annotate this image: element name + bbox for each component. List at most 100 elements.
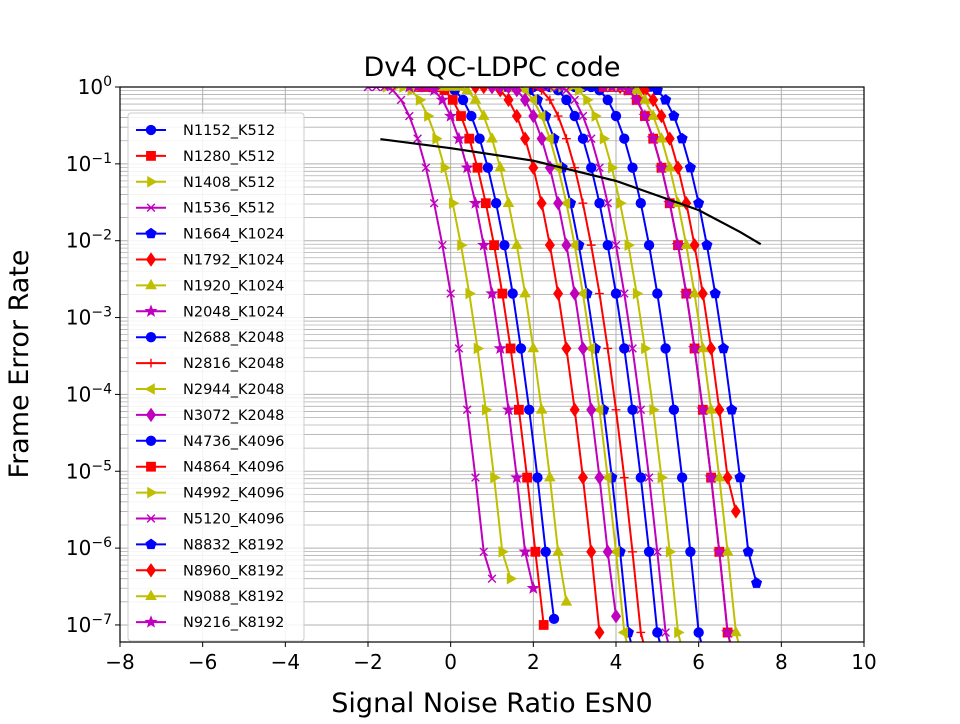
data-point <box>145 227 157 239</box>
data-point <box>469 93 482 104</box>
data-point <box>632 660 642 670</box>
legend-item: N8832_K8192 <box>136 537 284 553</box>
data-point <box>515 343 527 354</box>
data-point <box>487 574 497 584</box>
data-point <box>536 131 547 146</box>
data-point <box>519 287 531 298</box>
legend-label: N3072_K2048 <box>183 408 284 424</box>
data-point <box>528 160 539 175</box>
data-point <box>611 405 621 415</box>
legend-label: N2048_K1024 <box>183 304 284 320</box>
data-point <box>670 661 678 669</box>
data-point <box>599 87 608 93</box>
data-point <box>144 383 155 395</box>
legend-item: N4736_K4096 <box>136 434 284 450</box>
series-N8960_K8192 <box>615 87 741 519</box>
legend-item: N2048_K1024 <box>136 304 284 320</box>
data-point <box>624 239 635 251</box>
legend: N1152_K512 N1280_K512 N1408_K512 N1536_K512… <box>127 112 305 642</box>
data-point <box>646 131 660 145</box>
data-point <box>709 287 721 299</box>
data-point <box>522 472 533 483</box>
data-point <box>468 196 483 209</box>
chart-title: Dv4 QC-LDPC code <box>363 52 620 83</box>
data-point <box>464 133 475 144</box>
data-point <box>474 133 485 144</box>
data-point <box>602 94 613 106</box>
data-point <box>456 111 466 121</box>
data-point <box>561 237 572 253</box>
series-N1152_K512 <box>424 87 560 625</box>
data-point <box>544 237 555 253</box>
data-point <box>693 197 705 208</box>
data-point <box>552 545 564 556</box>
legend-item: N2944_K2048 <box>136 382 284 398</box>
data-point <box>413 87 422 93</box>
data-point <box>457 239 468 251</box>
data-point <box>663 161 676 172</box>
data-point <box>486 87 498 95</box>
series-N1536_K512 <box>363 87 497 584</box>
legend-label: N1280_K512 <box>183 149 275 165</box>
data-point <box>652 547 662 557</box>
data-point <box>594 198 605 209</box>
legend-item: N1536_K512 <box>136 201 275 217</box>
data-point <box>641 342 652 355</box>
data-point <box>447 95 458 105</box>
data-point <box>688 287 701 298</box>
data-point <box>413 134 422 143</box>
data-point <box>560 595 573 606</box>
data-point <box>586 162 597 173</box>
data-point <box>499 239 510 251</box>
data-point <box>696 341 709 353</box>
legend-label: N1664_K1024 <box>183 227 284 243</box>
data-point <box>527 341 540 353</box>
data-point <box>595 289 604 298</box>
data-point <box>477 109 490 120</box>
data-point <box>661 660 670 669</box>
data-point <box>471 473 480 482</box>
data-point <box>578 198 588 208</box>
data-point <box>705 403 717 414</box>
y-axis-ticks: 10−7 10−6 10−5 10−4 10−3 10−2 10−1 100 <box>66 74 120 637</box>
data-point <box>424 110 435 122</box>
legend-item: N8960_K8192 <box>136 563 284 579</box>
data-point <box>665 545 677 558</box>
data-point <box>660 94 672 105</box>
data-point <box>145 407 157 423</box>
data-point <box>643 546 655 557</box>
data-point <box>421 163 431 173</box>
data-point <box>656 108 667 124</box>
series-line <box>386 87 512 579</box>
data-point <box>731 660 742 670</box>
data-point <box>532 472 543 483</box>
legend-label: N8960_K8192 <box>183 563 284 579</box>
data-point <box>485 286 499 300</box>
data-point <box>438 240 447 250</box>
y-tick-label: 10−3 <box>66 305 112 330</box>
data-point <box>569 402 580 417</box>
data-point <box>502 196 515 207</box>
data-point <box>380 87 389 92</box>
data-point <box>730 625 742 637</box>
data-point <box>453 87 465 91</box>
data-point <box>652 627 663 638</box>
data-point <box>621 87 635 96</box>
data-point <box>671 238 685 251</box>
data-point <box>478 87 489 95</box>
data-point <box>627 162 638 173</box>
data-point <box>734 471 746 483</box>
data-point <box>591 110 602 122</box>
legend-item: N9216_K8192 <box>136 615 284 631</box>
x-tick-label: 10 <box>851 650 876 674</box>
data-point <box>530 546 541 557</box>
data-point <box>498 545 509 558</box>
data-point <box>742 545 754 557</box>
data-point <box>501 402 516 416</box>
data-point <box>503 92 514 108</box>
data-point <box>636 405 646 415</box>
legend-item: N3072_K2048 <box>136 407 284 424</box>
data-point <box>639 93 651 104</box>
data-point <box>505 343 516 354</box>
data-point <box>668 404 680 415</box>
